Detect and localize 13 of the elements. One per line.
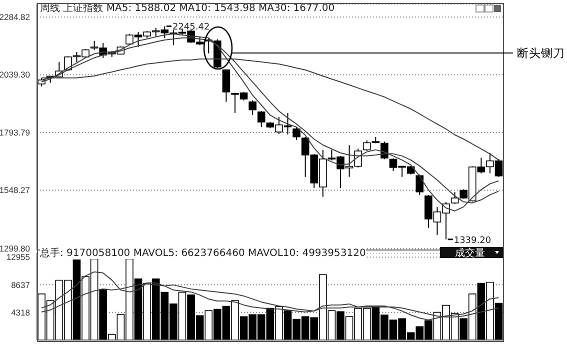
y-tick-label: 1299.80 <box>0 244 30 254</box>
y-tick-label: 4318 <box>11 307 30 318</box>
y-tick-label: 2284.82 <box>0 12 30 22</box>
annotation: 成交量 <box>455 247 485 259</box>
chart-title: 总手: 9170058100 MAVOL5: 6623766460 MAVOL10: 4993953120 <box>40 248 366 259</box>
annotation: 1339.20 <box>454 236 492 246</box>
text: 断头铡刀 <box>517 46 565 60</box>
y-tick-label: 8637 <box>11 280 30 290</box>
y-tick-label: 12955 <box>6 252 30 262</box>
annotation: 2245.42 <box>172 22 210 33</box>
y-tick-label: 1548.27 <box>0 185 30 196</box>
y-tick-label: 2039.30 <box>0 70 30 80</box>
y-tick-label: 1793.79 <box>0 127 30 138</box>
